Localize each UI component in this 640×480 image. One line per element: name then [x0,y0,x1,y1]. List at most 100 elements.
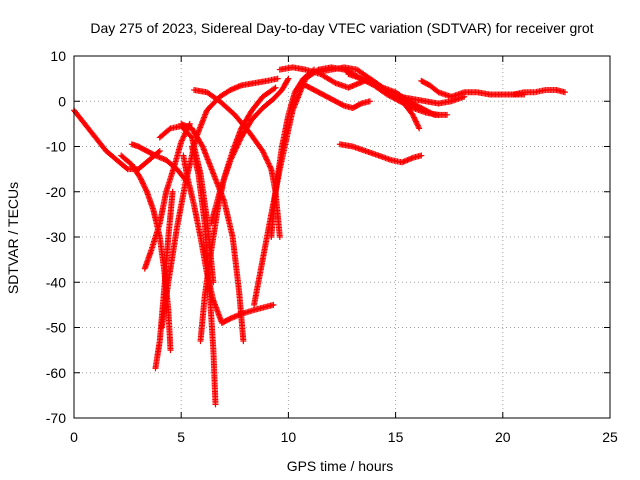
data-point [276,234,283,240]
data-point [264,159,271,166]
data-point [410,113,417,120]
data-point [169,188,176,195]
data-point [260,149,267,156]
data-point [260,150,267,157]
data-point [178,137,185,144]
data-point [418,152,425,159]
data-point [412,117,419,124]
series-arc-13 [208,75,292,227]
y-tick-label: -40 [46,274,66,290]
data-point [198,142,205,149]
data-point [271,85,278,92]
data-point [411,115,418,122]
data-point [411,114,418,121]
data-point [435,111,442,118]
y-tick-label: -10 [46,139,66,155]
y-tick-labels: -70 -60 -50 -40 -30 -20 -10 0 10 [46,48,66,426]
x-tick-label: 5 [177,429,185,445]
y-tick-label: 10 [50,48,66,64]
data-point [156,148,163,155]
series-arc-17 [298,80,373,112]
series-arc-19 [345,71,442,118]
x-tick-label: 10 [281,429,297,445]
data-point [140,180,147,187]
x-tick-labels: 0 5 10 15 20 25 [70,429,618,445]
data-point [408,104,415,111]
data-point [284,76,291,83]
data-point [240,338,247,345]
series-arc-23 [510,86,568,98]
data-point [180,133,187,140]
data-point [178,138,185,145]
chart-title: Day 275 of 2023, Sidereal Day-to-day VTE… [90,20,593,36]
series-arc-4 [152,188,176,372]
data-point [263,156,270,163]
data-point [412,118,419,125]
data-point [265,160,272,167]
y-tick-label: -20 [46,184,66,200]
y-axis-title: SDTVAR / TECUs [5,182,21,294]
data-point [262,154,269,161]
data-point [139,179,146,186]
data-point [181,132,188,139]
y-tick-label: 0 [58,93,66,109]
data-point [366,98,373,105]
data-point [166,126,173,133]
data-point [123,165,130,172]
x-tick-label: 25 [602,429,618,445]
data-point [142,186,149,193]
data-point [561,89,568,96]
data-point [143,187,150,194]
data-point [138,176,145,183]
y-tick-label: -30 [46,229,66,245]
data-point [414,121,421,128]
x-tick-label: 15 [388,429,404,445]
data-point [331,79,338,86]
data-point [415,124,422,131]
data-point [266,163,273,170]
data-marks [71,64,568,408]
data-point [267,164,274,171]
data-point [262,153,269,160]
data-point [444,111,451,118]
series-arc-9 [180,152,277,326]
data-point [138,177,145,184]
x-tick-label: 20 [495,429,511,445]
grid-lines [74,56,610,418]
series-arc-10 [178,120,247,345]
series-arc-22 [418,77,528,100]
data-point [140,181,147,188]
data-point [274,75,281,82]
data-point [137,175,144,182]
data-point [264,157,271,164]
data-point [167,347,174,354]
data-point [180,134,187,141]
data-point [339,102,346,109]
data-point [261,152,268,159]
data-point [416,125,423,132]
data-point [409,111,416,118]
x-axis-title: GPS time / hours [287,458,394,474]
series-arc-5 [141,120,193,272]
data-point [212,401,219,408]
x-tick-label: 0 [70,429,78,445]
data-point [179,136,186,143]
data-point [414,122,421,129]
data-point [272,84,279,91]
data-point [266,161,273,168]
series-arc-14 [268,66,318,240]
data-point [141,184,148,191]
data-point [141,183,148,190]
data-point [285,75,292,82]
series-arc-20 [336,141,425,166]
series-arc-1 [71,107,163,173]
data-point [270,301,277,308]
data-point [259,148,266,155]
data-point [357,101,364,108]
y-tick-label: -60 [46,365,66,381]
axis-ticks [73,55,611,419]
data-point [413,119,420,126]
y-tick-label: -70 [46,410,66,426]
y-tick-label: -50 [46,320,66,336]
